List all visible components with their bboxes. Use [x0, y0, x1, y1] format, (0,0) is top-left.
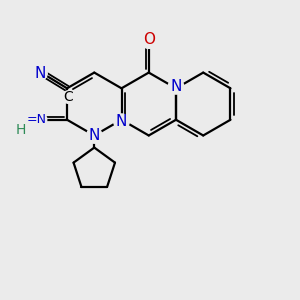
Text: N: N [35, 66, 46, 81]
Circle shape [168, 79, 184, 94]
Text: N: N [88, 128, 100, 143]
Text: O: O [143, 32, 155, 47]
Text: =N: =N [27, 113, 47, 126]
Text: H: H [16, 123, 26, 137]
Text: C: C [64, 90, 74, 104]
Text: N: N [170, 79, 182, 94]
Circle shape [140, 31, 158, 48]
Circle shape [62, 91, 75, 103]
Circle shape [27, 110, 47, 129]
Circle shape [34, 67, 47, 80]
Text: N: N [116, 114, 127, 129]
Circle shape [114, 114, 129, 129]
Circle shape [86, 128, 102, 143]
